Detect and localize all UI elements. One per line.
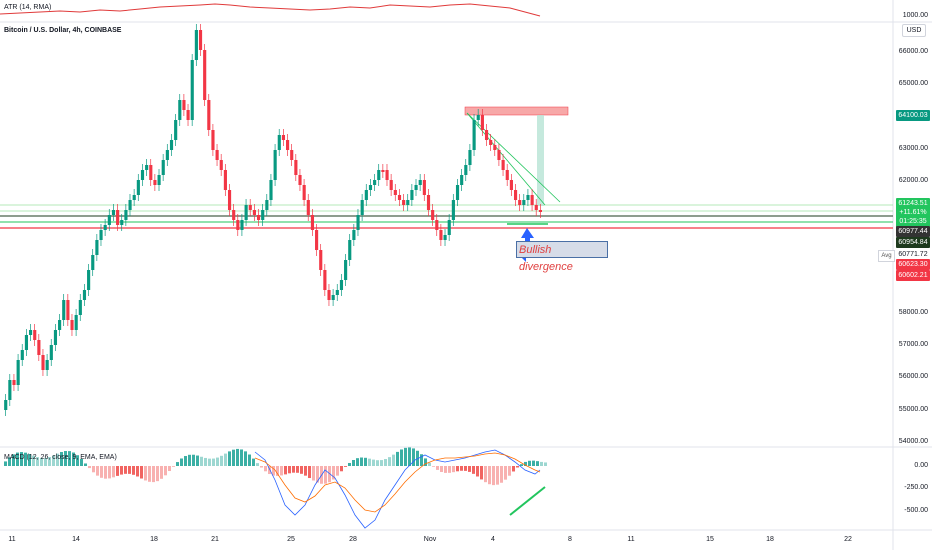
price-tick: 57000.00	[898, 341, 928, 348]
price-tick: 63000.00	[898, 145, 928, 152]
time-tick: Nov	[423, 536, 437, 543]
time-tick: 22	[844, 536, 852, 543]
macd-title[interactable]: MACD (12, 26, close, 9, EMA, EMA)	[4, 454, 117, 461]
price-tag: 60623.30	[896, 259, 930, 270]
projection-bar[interactable]	[537, 115, 544, 206]
macd-tick: -250.00	[904, 484, 928, 491]
candlestick-series	[4, 24, 542, 416]
price-tick: 58000.00	[898, 309, 928, 316]
price-tag-countdown: 01:25:35	[896, 216, 930, 227]
price-tag: 60771.72	[896, 249, 930, 260]
price-tick: 55000.00	[898, 406, 928, 413]
price-tick: 54000.00	[898, 438, 928, 445]
signal-line	[254, 452, 541, 513]
time-tick: 25	[287, 536, 295, 543]
time-tick: 14	[72, 536, 80, 543]
macd-divergence-line[interactable]	[509, 486, 546, 516]
price-tick: 56000.00	[898, 373, 928, 380]
price-tick: 66000.00	[898, 48, 928, 55]
price-tag-last: 61243.51	[896, 198, 930, 209]
price-tick: 65000.00	[898, 80, 928, 87]
atr-axis-tick: 1000.00	[902, 12, 928, 19]
currency-button[interactable]: USD	[902, 24, 926, 37]
atr-title[interactable]: ATR (14, RMA)	[4, 4, 52, 11]
avg-button[interactable]: Avg	[878, 250, 895, 262]
price-tag-change: +11.61%	[896, 207, 930, 218]
bullish-divergence-note[interactable]: Bullish divergence	[516, 241, 608, 273]
price-tag: 60954.84	[896, 237, 930, 248]
time-tick: 28	[349, 536, 357, 543]
time-tick: 8	[568, 536, 572, 543]
time-tick: 11	[627, 536, 635, 543]
time-tick: 18	[150, 536, 158, 543]
price-tag: 60602.21	[896, 270, 930, 281]
time-tick: 11	[8, 536, 16, 543]
time-tick: 4	[491, 536, 495, 543]
time-tick: 21	[211, 536, 219, 543]
price-tick: 62000.00	[898, 177, 928, 184]
symbol-title[interactable]: Bitcoin / U.S. Dollar, 4h, COINBASE	[4, 27, 122, 34]
macd-tick: -500.00	[904, 507, 928, 514]
price-tag: 60977.44	[896, 226, 930, 237]
arrow-up-icon[interactable]	[521, 228, 534, 244]
atr-line	[0, 3, 541, 17]
time-tick: 18	[766, 536, 774, 543]
price-tag-high: 64100.03	[896, 110, 930, 121]
resistance-zone[interactable]	[464, 106, 569, 116]
macd-line	[254, 449, 541, 529]
time-tick: 15	[706, 536, 714, 543]
macd-tick: 0.00	[914, 462, 928, 469]
